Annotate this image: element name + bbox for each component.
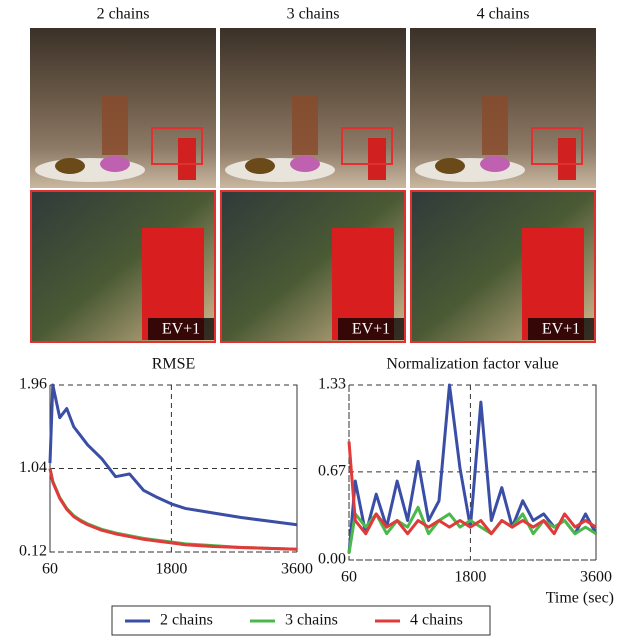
x-tick-label: 60: [42, 561, 58, 578]
donut: [480, 156, 510, 172]
chart-title: RMSE: [152, 356, 196, 373]
label-bg: [148, 318, 214, 340]
y-tick-label: 0.67: [318, 463, 346, 480]
donut: [245, 158, 275, 174]
x-tick-label: 60: [341, 569, 357, 586]
glass: [102, 95, 128, 155]
zoom-box: [341, 127, 393, 165]
zoom-box: [531, 127, 583, 165]
label-bg: [528, 318, 594, 340]
column-title: 3 chains: [287, 6, 340, 23]
x-tick-label: 1800: [155, 561, 187, 578]
x-tick-label: 3600: [281, 561, 313, 578]
donut: [100, 156, 130, 172]
chart-title: Normalization factor value: [386, 356, 558, 373]
charts: RMSE 0.12 1.04 1.96 60 1800 3600 Normalization …: [19, 356, 614, 636]
red-glass: [178, 138, 196, 180]
legend-box: [111, 605, 491, 636]
column-title: 4 chains: [477, 6, 530, 23]
y-tick-label: 1.33: [318, 376, 346, 393]
legend-label: 4 chains: [410, 612, 463, 629]
x-tick-label: 1800: [454, 569, 486, 586]
series-line: [48, 468, 298, 551]
series-line: [347, 441, 597, 536]
y-tick-label: 0.12: [19, 543, 47, 560]
series-line: [48, 383, 298, 527]
glass: [482, 95, 508, 155]
legend-label: 3 chains: [285, 612, 338, 629]
legend-label: 2 chains: [160, 612, 213, 629]
x-tick-label: 3600: [580, 569, 612, 586]
column-title: 2 chains: [97, 6, 150, 23]
image-grid: 2 chains EV+1 3 chains EV+1 4 chains EV+1: [30, 6, 596, 343]
donut: [435, 158, 465, 174]
red-glass: [368, 138, 386, 180]
inset-label: EV+1: [542, 321, 580, 338]
y-tick-label: 1.04: [19, 459, 47, 476]
donut: [290, 156, 320, 172]
red-glass: [558, 138, 576, 180]
glass: [292, 95, 318, 155]
x-axis-label: Time (sec): [546, 590, 614, 607]
plot-frame: [348, 384, 597, 561]
series-line: [48, 468, 298, 551]
y-tick-label: 1.96: [19, 376, 47, 393]
inset-label: EV+1: [162, 321, 200, 338]
y-tick-label: 0.00: [318, 551, 346, 568]
series-line: [347, 505, 597, 554]
label-bg: [338, 318, 404, 340]
zoom-box: [151, 127, 203, 165]
donut: [55, 158, 85, 174]
inset-label: EV+1: [352, 321, 390, 338]
